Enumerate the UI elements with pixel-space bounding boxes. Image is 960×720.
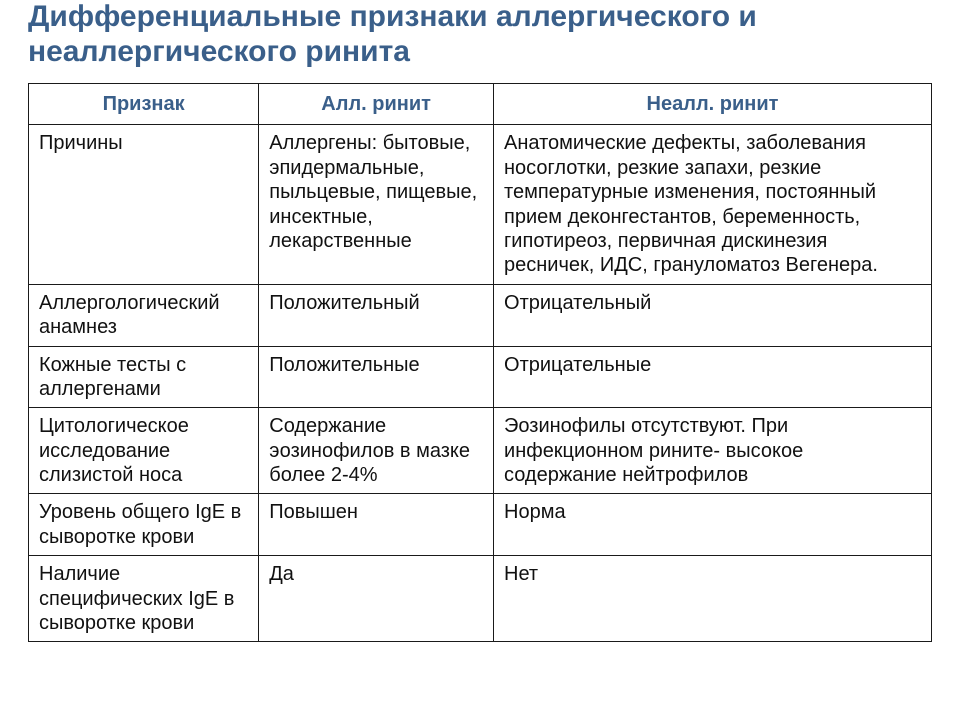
table-cell: Повышен <box>259 494 494 556</box>
table-cell: Отрицательный <box>494 284 932 346</box>
table-cell: Аллергены: бытовые, эпидермальные, пыльц… <box>259 125 494 284</box>
table-cell: Аллергологический анамнез <box>29 284 259 346</box>
table-header-cell: Алл. ринит <box>259 84 494 125</box>
table-row: Причины Аллергены: бытовые, эпидермальны… <box>29 125 932 284</box>
table-cell: Да <box>259 556 494 642</box>
table-cell: Анатомические дефекты, заболевания носог… <box>494 125 932 284</box>
table-cell: Кожные тесты с аллергенами <box>29 346 259 408</box>
table-cell: Наличие специфических IgE в сыворотке кр… <box>29 556 259 642</box>
table-header-cell: Признак <box>29 84 259 125</box>
table-row: Наличие специфических IgE в сыворотке кр… <box>29 556 932 642</box>
table-cell: Норма <box>494 494 932 556</box>
table-cell: Отрицательные <box>494 346 932 408</box>
table-cell: Цитологическое исследование слизистой но… <box>29 408 259 494</box>
table-cell: Положительный <box>259 284 494 346</box>
table-cell: Эозинофилы отсутствуют. При инфекционном… <box>494 408 932 494</box>
table-cell: Причины <box>29 125 259 284</box>
table-row: Цитологическое исследование слизистой но… <box>29 408 932 494</box>
table-header-row: Признак Алл. ринит Неалл. ринит <box>29 84 932 125</box>
table-cell: Положительные <box>259 346 494 408</box>
table-cell: Уровень общего IgE в сыворотке крови <box>29 494 259 556</box>
table-row: Аллергологический анамнез Положительный … <box>29 284 932 346</box>
table-cell: Содержание эозинофилов в мазке более 2-4… <box>259 408 494 494</box>
comparison-table: Признак Алл. ринит Неалл. ринит Причины … <box>28 83 932 642</box>
table-row: Кожные тесты с аллергенами Положительные… <box>29 346 932 408</box>
slide-title: Дифференциальные признаки аллергического… <box>28 0 932 69</box>
table-header-cell: Неалл. ринит <box>494 84 932 125</box>
table-row: Уровень общего IgE в сыворотке крови Пов… <box>29 494 932 556</box>
slide: Дифференциальные признаки аллергического… <box>0 0 960 720</box>
table-cell: Нет <box>494 556 932 642</box>
